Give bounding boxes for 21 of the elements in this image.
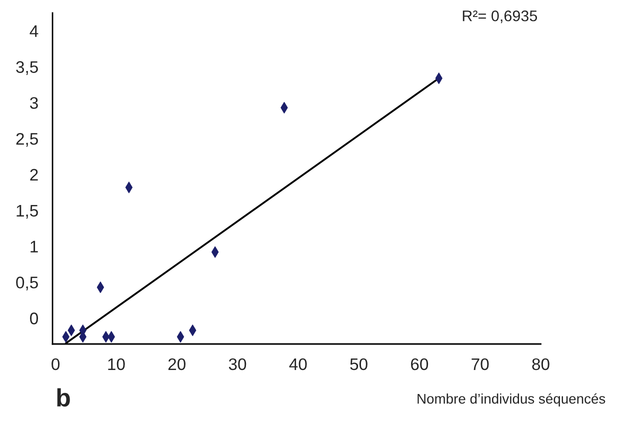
y-tick-label: 0 <box>30 312 38 324</box>
x-tick-label: 60 <box>411 358 428 370</box>
x-tick-label: 70 <box>472 358 489 370</box>
y-tick-label: 0,5 <box>16 276 38 290</box>
annotation: R²= 0,6935 <box>462 10 538 24</box>
x-tick-label: 40 <box>289 358 307 370</box>
y-tick-label: 1 <box>30 240 38 252</box>
x-tick-label: 0 <box>52 358 60 370</box>
x-axis-title: Nombre d’individus séquencés <box>418 393 606 406</box>
y-tick-label: 2 <box>30 168 38 181</box>
y-tick-label: 3 <box>30 97 38 109</box>
x-tick-label: 50 <box>350 358 368 370</box>
text: b <box>57 388 70 407</box>
x-tick-label: 20 <box>168 358 186 370</box>
x-tick-label: 10 <box>108 358 125 370</box>
x-tick-label: 80 <box>532 358 550 370</box>
y-tick-label: 1,5 <box>16 204 38 219</box>
y-tick-label: 2,5 <box>16 132 38 147</box>
y-tick-label: 3,5 <box>16 61 38 75</box>
y-tick-label: 4 <box>30 25 38 37</box>
x-tick-label: 30 <box>228 358 246 370</box>
